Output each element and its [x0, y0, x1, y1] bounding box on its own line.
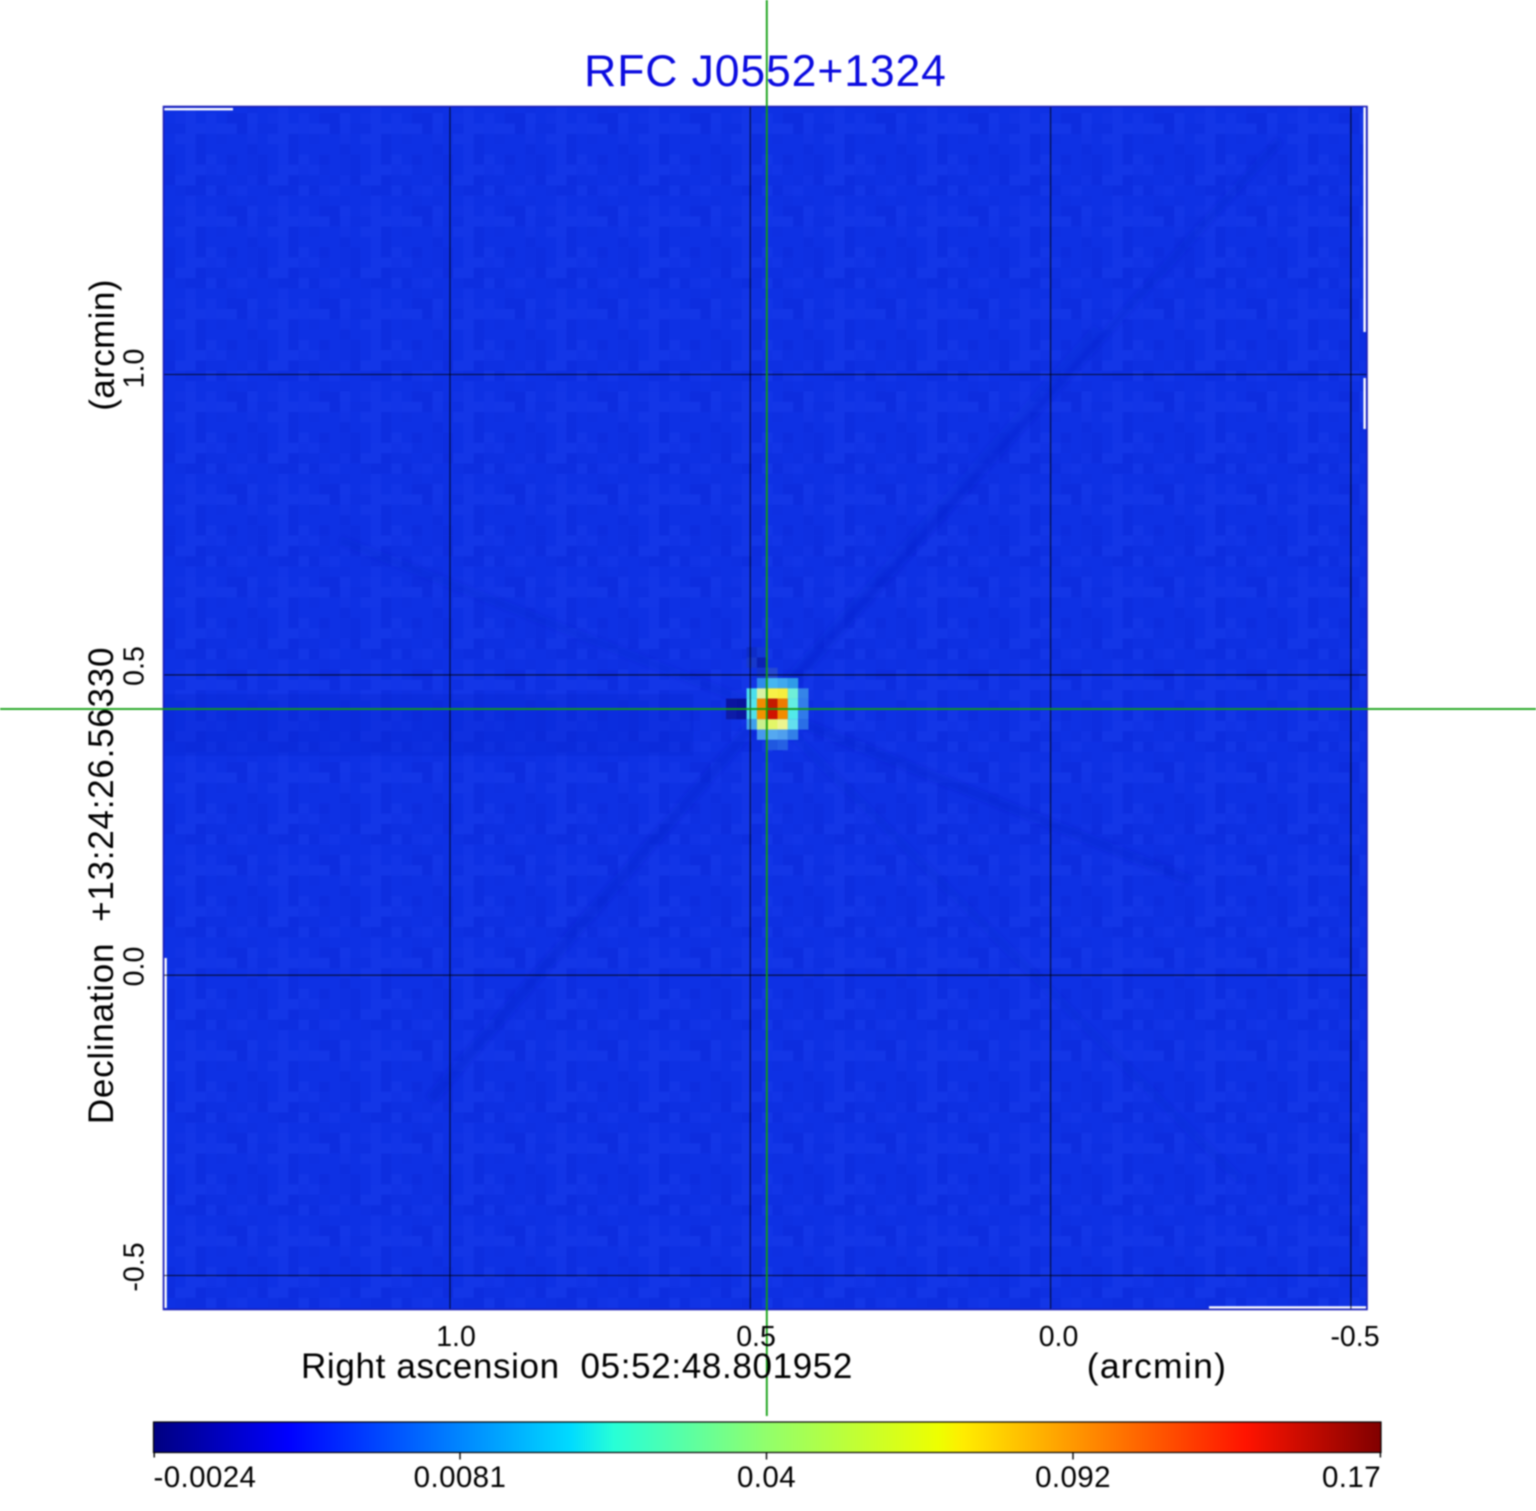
svg-text:1.0: 1.0: [436, 1321, 476, 1353]
svg-text:-0.5: -0.5: [1330, 1321, 1379, 1353]
svg-text:(arcmin): (arcmin): [1087, 1346, 1228, 1386]
svg-text:1.0: 1.0: [119, 349, 151, 389]
svg-text:0.5: 0.5: [736, 1321, 776, 1353]
svg-text:Right ascension 05:52:48.8019: Right ascension 05:52:48.801952: [301, 1347, 853, 1386]
svg-text:Declination +13:24:26.56330: Declination +13:24:26.56330: [82, 647, 121, 1124]
svg-text:0.0: 0.0: [119, 947, 151, 987]
svg-text:0.5: 0.5: [119, 646, 151, 686]
svg-text:(arcmin): (arcmin): [83, 279, 122, 411]
svg-text:-0.5: -0.5: [119, 1242, 151, 1291]
svg-text:0.17: 0.17: [1322, 1461, 1381, 1494]
svg-text:0.092: 0.092: [1035, 1461, 1111, 1494]
svg-text:0.0: 0.0: [1039, 1321, 1079, 1353]
svg-text:0.04: 0.04: [737, 1461, 796, 1494]
svg-text:RFC J0552+1324: RFC J0552+1324: [584, 47, 947, 96]
svg-text:0.0081: 0.0081: [414, 1461, 507, 1494]
svg-text:-0.0024: -0.0024: [154, 1461, 257, 1494]
